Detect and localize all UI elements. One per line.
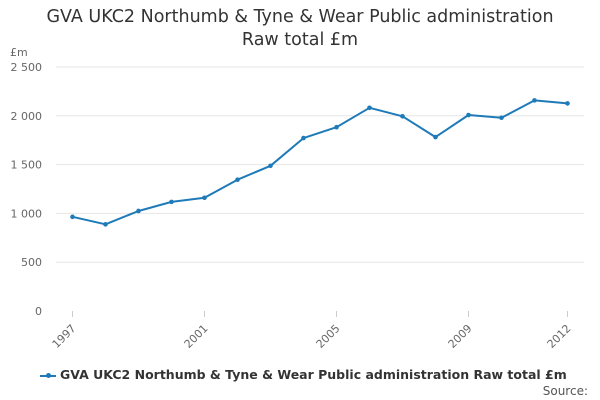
y-tick-label: 500 bbox=[21, 256, 42, 269]
data-point[interactable] bbox=[136, 208, 141, 214]
data-point[interactable] bbox=[103, 222, 108, 227]
data-point[interactable] bbox=[466, 112, 471, 118]
data-point[interactable] bbox=[301, 135, 306, 141]
axes: £m 0 500 1 000 1 500 2 000 2 500 1997 2001 2005 2… bbox=[10, 46, 574, 351]
data-point[interactable] bbox=[400, 113, 405, 119]
chart-title-line-1: GVA UKC2 Northumb & Tyne & Wear Public a… bbox=[46, 7, 554, 27]
source-label: Source: bbox=[542, 384, 588, 398]
series-line bbox=[72, 99, 568, 226]
legend-line-marker-icon bbox=[40, 370, 56, 382]
y-axis-unit-label: £m bbox=[10, 46, 28, 59]
legend[interactable]: GVA UKC2 Northumb & Tyne & Wear Public a… bbox=[40, 367, 567, 382]
data-point[interactable] bbox=[268, 163, 273, 169]
data-point[interactable] bbox=[499, 115, 504, 121]
legend-label: GVA UKC2 Northumb & Tyne & Wear Public a… bbox=[60, 367, 567, 382]
data-point[interactable] bbox=[334, 124, 339, 130]
data-point[interactable] bbox=[169, 199, 174, 205]
data-point[interactable] bbox=[565, 101, 570, 106]
x-tick-label: 2012 bbox=[545, 322, 574, 351]
series-layer bbox=[70, 98, 570, 227]
x-tick-label: 2009 bbox=[446, 322, 475, 351]
x-tick-label: 1997 bbox=[50, 322, 79, 351]
gridlines bbox=[56, 66, 584, 263]
y-tick-label: 0 bbox=[35, 305, 42, 318]
y-tick-label: 2 000 bbox=[11, 110, 43, 123]
y-tick-label: 1 500 bbox=[11, 159, 43, 172]
x-tick-label: 2005 bbox=[314, 322, 343, 351]
y-tick-label: 2 500 bbox=[11, 61, 43, 74]
y-tick-label: 1 000 bbox=[11, 207, 43, 220]
data-point[interactable] bbox=[367, 105, 372, 111]
chart-title-line-2: Raw total £m bbox=[241, 30, 359, 50]
x-tick-label: 2001 bbox=[182, 322, 211, 351]
data-point[interactable] bbox=[235, 177, 240, 183]
chart-title: GVA UKC2 Northumb & Tyne & Wear Public a… bbox=[0, 6, 600, 52]
data-point[interactable] bbox=[532, 98, 537, 103]
data-point[interactable] bbox=[70, 214, 75, 220]
data-point[interactable] bbox=[433, 134, 438, 140]
data-point[interactable] bbox=[202, 195, 207, 201]
